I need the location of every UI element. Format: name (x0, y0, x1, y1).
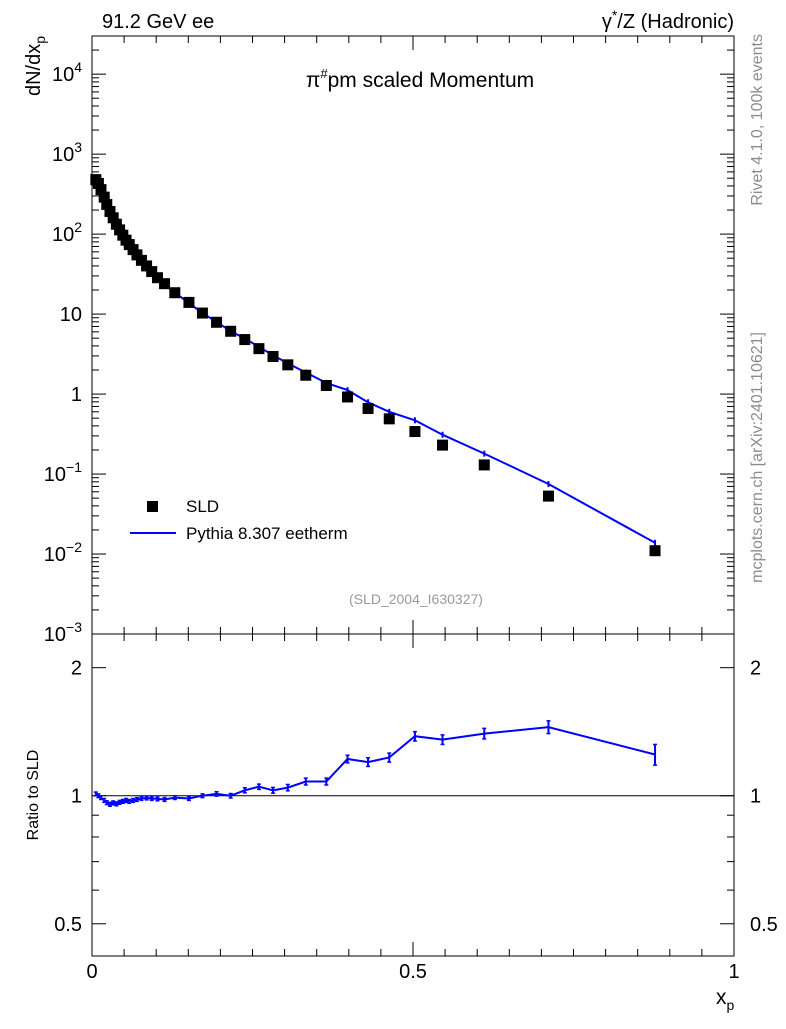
ratio-y-tick-label-right: 2 (750, 658, 761, 680)
ratio-x-tick-labels: 0 0.5 1 (86, 961, 739, 983)
sld-point (282, 359, 294, 371)
sld-point (383, 413, 395, 425)
pythia-line (95, 178, 656, 544)
sld-point (437, 439, 449, 451)
sld-point (478, 459, 490, 471)
sld-point (362, 403, 374, 415)
main-y-tick-labels: 10−3 10−2 10−1 1 10 102 103 104 (44, 59, 82, 646)
ratio-y-tick-label-left: 2 (71, 658, 82, 680)
sld-point (146, 266, 158, 278)
sld-point (135, 254, 147, 266)
sld-point (409, 426, 421, 438)
sld-point (649, 545, 661, 557)
sld-point (239, 334, 251, 346)
sld-point (159, 278, 171, 290)
sld-point (151, 272, 163, 284)
sld-point (300, 369, 312, 381)
sld-point (225, 325, 237, 337)
ratio-frame (91, 633, 735, 957)
main-y-axis-label: dN/dxp (23, 36, 48, 96)
y-tick-label: 102 (52, 219, 82, 246)
sld-point (110, 218, 122, 230)
main-series (90, 174, 661, 557)
main-frame (91, 35, 735, 635)
sld-point (320, 379, 332, 391)
y-tick-label: 10 (60, 304, 82, 326)
analysis-id: (SLD_2004_I630327) (349, 591, 483, 607)
ratio-line (95, 726, 656, 806)
ratio-y-tick-label-right: 0.5 (750, 914, 778, 936)
sld-point (92, 177, 104, 189)
sld-point (211, 316, 223, 328)
y-tick-label: 10−2 (44, 539, 82, 566)
x-tick-label: 0 (86, 961, 97, 983)
ratio-y-tick-label-right: 1 (750, 786, 761, 808)
mcplots-label: mcplots.cern.ch [arXiv:2401.10621] (749, 332, 766, 583)
sld-point (169, 287, 181, 299)
x-tick-label: 1 (728, 961, 739, 983)
sld-point (98, 191, 110, 203)
sld-point (95, 184, 107, 196)
ratio-ticks (91, 634, 735, 956)
ratio-y-axis-label: Ratio to SLD (25, 750, 42, 841)
y-tick-label: 104 (52, 59, 82, 86)
sld-point (141, 260, 153, 272)
ratio-y-tick-labels: 0.5 0.5 1 1 2 2 (54, 658, 778, 936)
sld-point (183, 296, 195, 308)
rivet-label: Rivet 4.1.0, 100k events (749, 34, 766, 206)
main-ticks (91, 35, 735, 635)
ratio-y-tick-label-left: 0.5 (54, 914, 82, 936)
y-tick-label: 10−3 (44, 619, 82, 646)
x-tick-label: 0.5 (399, 961, 427, 983)
y-tick-label: 10−1 (44, 459, 82, 486)
ratio-series (93, 720, 658, 807)
sld-point (267, 350, 279, 362)
legend-marker-sld (147, 501, 158, 512)
x-axis-label: xp (716, 986, 735, 1013)
sld-point (542, 490, 554, 502)
legend-label-pythia: Pythia 8.307 eetherm (186, 524, 348, 543)
legend: SLD Pythia 8.307 eetherm (130, 497, 348, 543)
header-left-title: 91.2 GeV ee (102, 11, 214, 33)
y-tick-label: 1 (71, 384, 82, 406)
sld-point (342, 391, 354, 403)
sld-point (107, 212, 119, 224)
main-title: π#pm scaled Momentum (306, 66, 534, 92)
header-right-title: γ*/Z (Hadronic) (602, 7, 734, 33)
sld-point (104, 205, 116, 217)
y-tick-label: 103 (52, 139, 82, 166)
ratio-panel: 0.5 0.51 12 2 0 0.5 1 Ratio to SLD xp (25, 633, 778, 1013)
legend-label-sld: SLD (186, 497, 219, 516)
main-panel: 10−3 10−2 10−1 1 10 102 103 104 π#pm scaled Mom… (23, 35, 735, 646)
ratio-y-tick-label-left: 1 (71, 786, 82, 808)
sld-point (253, 343, 265, 355)
sld-point (101, 198, 113, 210)
sld-point (196, 307, 208, 319)
